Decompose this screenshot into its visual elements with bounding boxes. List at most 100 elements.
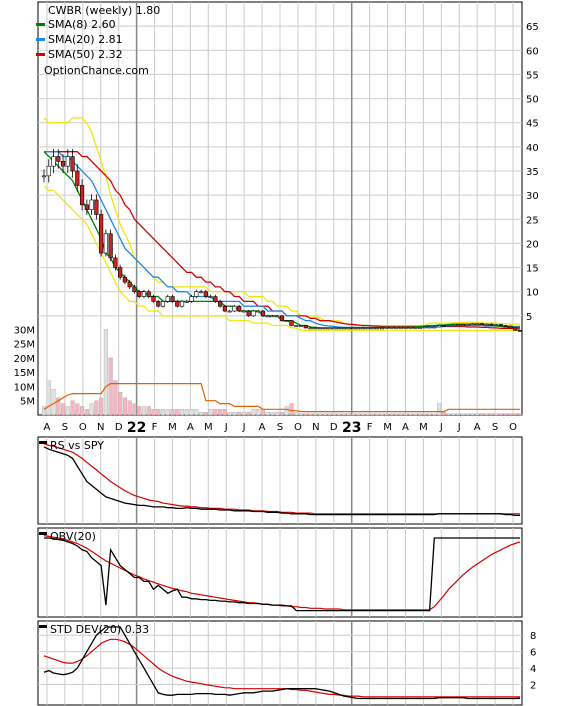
candle-body [389,327,394,329]
volume-bar [465,413,470,416]
candle-body [270,315,275,318]
volume-bar [246,411,251,416]
candle-body [279,315,285,321]
price-tick-label: 65 [526,22,539,33]
month-label: M [383,422,392,433]
volume-bar [394,413,399,416]
volume-bar [475,413,480,416]
candle-body [479,323,485,325]
rs-vs-spy-panel: RS vs SPY [37,436,523,525]
volume-bar [299,413,304,416]
candle-body [218,301,223,307]
candle-body [46,165,51,177]
candle-body [203,291,208,297]
candle-body [256,310,261,313]
candle-body [60,161,66,167]
candle-body [160,301,166,307]
subpanel-value-line [44,537,520,612]
subpanel-signal-line [43,535,521,611]
volume-bar [418,413,423,416]
volume-bar [322,413,327,416]
candle-body [456,324,461,326]
volume-bar [203,411,208,416]
candle-body [127,281,132,288]
legend-swatch-sma20 [36,38,45,41]
volume-bar [441,411,446,416]
volume-bar [180,409,185,416]
volume-bar [170,409,175,416]
year-label: 22 [127,420,146,436]
volume-tick-label: 30M [14,325,35,336]
volume-bar [260,409,265,416]
candle-body [360,327,366,330]
volume-bar [308,413,313,416]
source-label: OptionChance.com [44,64,149,77]
candle-body [513,327,518,331]
subpanel-label: STD DEV(20) 0.33 [50,623,149,636]
candle-body [132,286,137,293]
month-label: J [457,422,461,433]
volume-bar [160,409,166,416]
volume-bar [218,409,223,416]
candle-body [94,199,99,215]
candle-body [356,327,361,330]
price-tick-label: 45 [526,119,539,130]
candle-body [489,323,494,326]
volume-bar [113,380,118,416]
year-label: 23 [342,420,361,436]
candle-body [313,327,318,330]
candle-body [65,156,70,167]
candle-body [89,199,94,210]
month-label: S [492,422,498,433]
month-label: M [419,422,428,433]
candle-body [275,315,280,318]
volume-bar [318,413,323,416]
candle-body [175,301,180,307]
volume-bar [70,400,75,416]
volume-bar [61,403,66,416]
candle-body [284,320,289,322]
volume-bar [184,409,189,416]
volume-bar [222,409,227,416]
volume-bar [251,409,256,416]
price-panel: 5 10 15 20 25 30 35 40 45 50 55 60 65 5M 10M 15M 20M 25M 3… [14,1,539,416]
candle-body [427,326,432,329]
volume-average-line [43,383,520,413]
candle-body [241,310,247,313]
candle-body [436,325,442,328]
volume-bar [398,413,404,416]
candle-body [298,325,304,327]
volume-bar [279,411,285,416]
month-label: F [152,422,158,433]
volume-bar [75,403,80,416]
month-label: N [97,422,104,433]
volume-bar [189,409,194,416]
month-label: M [204,422,213,433]
volume-bar [332,413,337,416]
volume-bar [351,413,356,416]
volume-bar [84,409,89,416]
candle-body [103,233,108,254]
volume-bar [408,413,413,416]
candle-body [398,327,404,329]
candle-body [432,326,437,329]
subpanel-value-line [43,446,520,517]
volume-bar [470,413,475,416]
volume-bar [432,413,437,416]
candle-body [194,291,199,297]
volume-bar [403,413,408,416]
candle-body [289,320,294,326]
volume-bar [427,413,432,416]
candle-body [108,233,113,259]
volume-bar [370,413,375,416]
candle-body [337,327,342,330]
volume-bar [360,413,365,416]
candle-body [441,325,446,327]
month-label: J [224,422,228,433]
volume-bar [517,413,523,416]
candle-body [446,325,451,327]
std-dev-panel: 2 4 6 8 STD DEV(20) 0.33 [37,620,536,706]
volume-bar [165,409,170,416]
candle-body [222,305,227,312]
volume-bar [108,357,113,416]
